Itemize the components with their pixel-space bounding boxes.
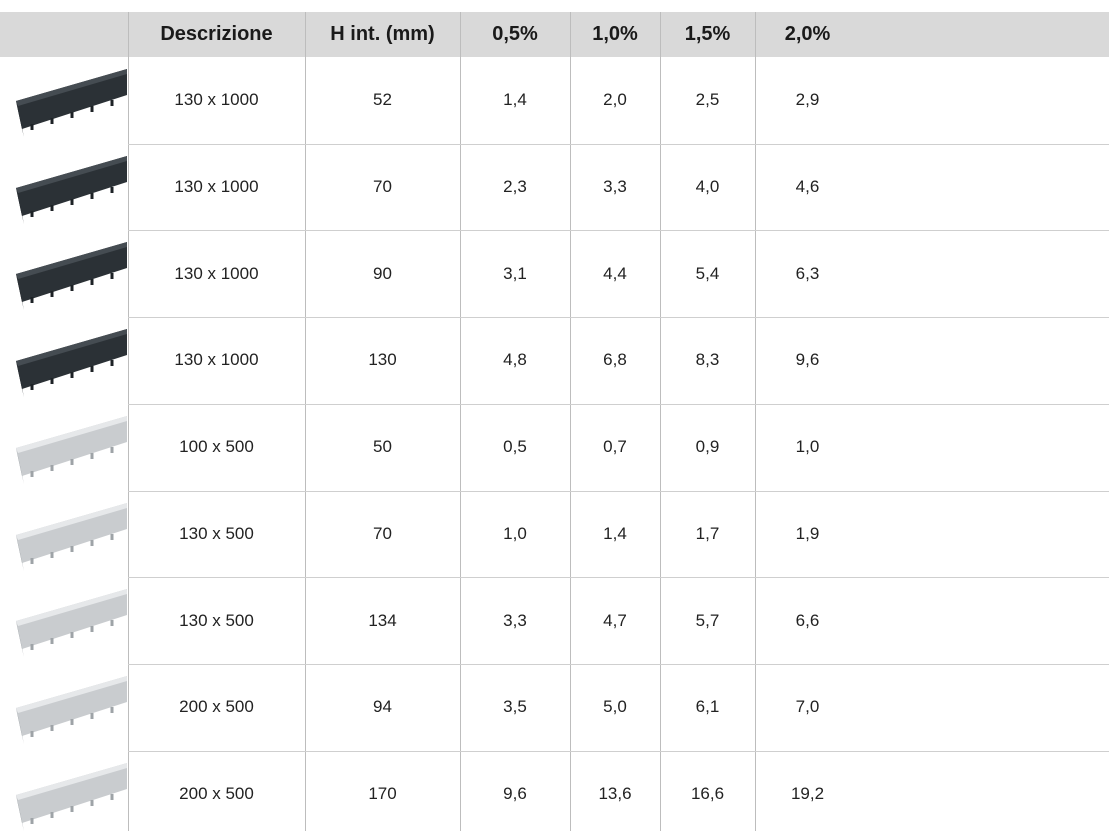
cell-text: 4,7 bbox=[570, 577, 660, 664]
cell-text: 3,5 bbox=[460, 664, 570, 751]
cell-text: 4,6 bbox=[755, 144, 860, 231]
product-image bbox=[2, 668, 127, 748]
cell-text: 1,0 bbox=[755, 404, 860, 491]
cell-text: 0,7 bbox=[570, 404, 660, 491]
cell-text: 0,9 bbox=[660, 404, 755, 491]
product-image bbox=[2, 321, 127, 401]
column-header: 1,5% bbox=[660, 12, 755, 57]
cell-text: 7,0 bbox=[755, 664, 860, 751]
cell-text: 130 x 1000 bbox=[128, 144, 305, 231]
cell-text: 2,3 bbox=[460, 144, 570, 231]
cell-text: 130 x 1000 bbox=[128, 230, 305, 317]
column-header: Descrizione bbox=[128, 12, 305, 57]
product-image bbox=[2, 61, 127, 141]
cell-text: 50 bbox=[305, 404, 460, 491]
cell-text: 100 x 500 bbox=[128, 404, 305, 491]
product-image bbox=[2, 408, 127, 488]
cell-text: 9,6 bbox=[755, 317, 860, 404]
product-image bbox=[2, 495, 127, 575]
cell-text: 70 bbox=[305, 491, 460, 578]
cell-text: 4,4 bbox=[570, 230, 660, 317]
cell-text: 1,0 bbox=[460, 491, 570, 578]
cell-text: 6,3 bbox=[755, 230, 860, 317]
product-image bbox=[2, 581, 127, 661]
cell-text: 1,9 bbox=[755, 491, 860, 578]
cell-text: 1,4 bbox=[570, 491, 660, 578]
cell-text: 52 bbox=[305, 57, 460, 144]
cell-text: 134 bbox=[305, 577, 460, 664]
cell-text: 130 x 1000 bbox=[128, 57, 305, 144]
cell-text: 13,6 bbox=[570, 751, 660, 837]
cell-text: 130 x 500 bbox=[128, 491, 305, 578]
column-header: 2,0% bbox=[755, 12, 860, 57]
cell-text: 16,6 bbox=[660, 751, 755, 837]
cell-text: 1,7 bbox=[660, 491, 755, 578]
product-image bbox=[2, 148, 127, 228]
cell-text: 4,0 bbox=[660, 144, 755, 231]
cell-text: 2,0 bbox=[570, 57, 660, 144]
cell-text: 90 bbox=[305, 230, 460, 317]
cell-text: 130 x 500 bbox=[128, 577, 305, 664]
column-header: H int. (mm) bbox=[305, 12, 460, 57]
cell-text: 19,2 bbox=[755, 751, 860, 837]
cell-text: 3,3 bbox=[460, 577, 570, 664]
cell-text: 0,5 bbox=[460, 404, 570, 491]
column-header: 1,0% bbox=[570, 12, 660, 57]
cell-text: 130 x 1000 bbox=[128, 317, 305, 404]
cell-text: 5,7 bbox=[660, 577, 755, 664]
column-header: 0,5% bbox=[460, 12, 570, 57]
cell-text: 70 bbox=[305, 144, 460, 231]
cell-text: 1,4 bbox=[460, 57, 570, 144]
cell-text: 94 bbox=[305, 664, 460, 751]
cell-text: 2,9 bbox=[755, 57, 860, 144]
cell-text: 130 bbox=[305, 317, 460, 404]
cell-text: 6,6 bbox=[755, 577, 860, 664]
cell-text: 4,8 bbox=[460, 317, 570, 404]
cell-text: 170 bbox=[305, 751, 460, 837]
cell-text: 3,1 bbox=[460, 230, 570, 317]
cell-text: 6,8 bbox=[570, 317, 660, 404]
cell-text: 5,4 bbox=[660, 230, 755, 317]
cell-text: 5,0 bbox=[570, 664, 660, 751]
cell-text: 8,3 bbox=[660, 317, 755, 404]
product-image bbox=[2, 755, 127, 835]
cell-text: 200 x 500 bbox=[128, 751, 305, 837]
cell-text: 200 x 500 bbox=[128, 664, 305, 751]
cell-text: 9,6 bbox=[460, 751, 570, 837]
cell-text: 2,5 bbox=[660, 57, 755, 144]
product-image bbox=[2, 234, 127, 314]
cell-text: 3,3 bbox=[570, 144, 660, 231]
cell-text: 6,1 bbox=[660, 664, 755, 751]
